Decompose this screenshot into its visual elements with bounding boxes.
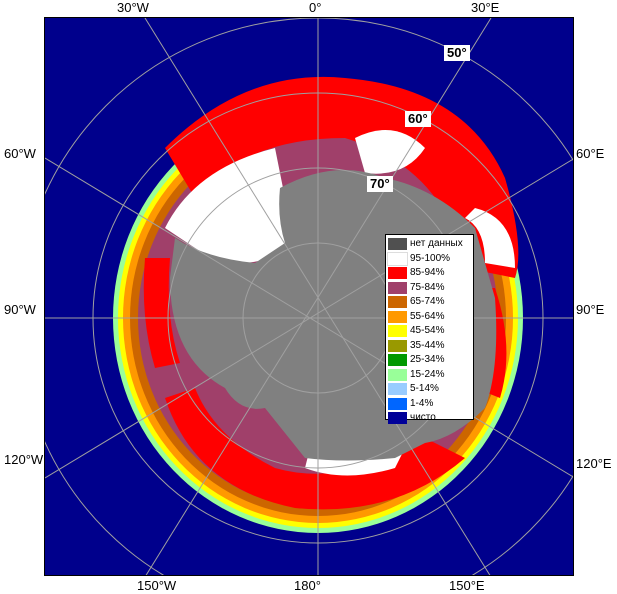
legend-label: нет данных bbox=[410, 238, 463, 250]
legend-label: 5-14% bbox=[410, 383, 439, 395]
lat-label-70: 70° bbox=[367, 176, 393, 192]
lon-label-left-0: 60°W bbox=[4, 146, 36, 161]
lon-label-right-2: 120°E bbox=[576, 456, 612, 471]
legend-swatch bbox=[388, 339, 407, 352]
meridian-30e-150w bbox=[145, 18, 492, 575]
legend-label: 25-34% bbox=[410, 354, 445, 366]
legend-swatch bbox=[388, 267, 407, 280]
lon-label-right-0: 60°E bbox=[576, 146, 605, 161]
legend-row: 15-24% bbox=[388, 368, 471, 383]
ice-band-85-94-west bbox=[143, 258, 180, 368]
legend-swatch bbox=[388, 354, 407, 367]
legend-swatch bbox=[388, 412, 407, 425]
graticule bbox=[45, 18, 573, 575]
legend-swatch bbox=[388, 296, 407, 309]
legend-row: 1-4% bbox=[388, 397, 471, 412]
legend-row: 55-64% bbox=[388, 310, 471, 325]
legend-row: 5-14% bbox=[388, 382, 471, 397]
legend-swatch bbox=[388, 325, 407, 338]
lon-label-top-1: 0° bbox=[309, 0, 322, 15]
legend-swatch bbox=[387, 251, 408, 266]
lat-label-60: 60° bbox=[405, 111, 431, 127]
legend-swatch bbox=[388, 397, 407, 410]
legend-swatch bbox=[388, 281, 407, 294]
lon-label-bottom-2: 150°E bbox=[449, 578, 485, 593]
lon-label-right-1: 90°E bbox=[576, 302, 605, 317]
legend-swatch bbox=[388, 383, 407, 396]
legend-row: 65-74% bbox=[388, 295, 471, 310]
legend-row: 35-44% bbox=[388, 339, 471, 354]
legend-label: 85-94% bbox=[410, 267, 445, 279]
legend-row: 75-84% bbox=[388, 281, 471, 296]
legend-label: 55-64% bbox=[410, 310, 445, 322]
legend-label: 35-44% bbox=[410, 339, 445, 351]
lon-label-top-0: 30°W bbox=[117, 0, 149, 15]
legend-label: 75-84% bbox=[410, 281, 445, 293]
legend-swatch bbox=[388, 310, 407, 323]
ice-band-95-100-north bbox=[355, 130, 425, 174]
ice-band-85-94-south bbox=[165, 388, 465, 510]
legend-label: 15-24% bbox=[410, 368, 445, 380]
legend-row: нет данных bbox=[388, 237, 471, 252]
ice-band-95-100-east bbox=[465, 208, 515, 268]
lat-label-50: 50° bbox=[444, 45, 470, 61]
map-legend: нет данных 95-100% 85-94% 75-84% 65-74% 55-64… bbox=[385, 234, 474, 425]
lon-label-left-2: 120°W bbox=[4, 452, 44, 467]
legend-row: 45-54% bbox=[388, 324, 471, 339]
legend-swatch bbox=[388, 238, 407, 251]
legend-row: 25-34% bbox=[388, 353, 471, 368]
legend-label: чисто bbox=[410, 412, 436, 424]
legend-row: 85-94% bbox=[388, 266, 471, 281]
polar-map-canvas bbox=[45, 18, 573, 575]
lon-label-bottom-1: 180° bbox=[294, 578, 321, 593]
legend-label: 95-100% bbox=[410, 252, 451, 264]
legend-label: 65-74% bbox=[410, 296, 445, 308]
legend-label: 45-54% bbox=[410, 325, 445, 337]
legend-label: 1-4% bbox=[410, 397, 434, 409]
lon-label-top-2: 30°E bbox=[471, 0, 500, 15]
sea-ice-map: нет данных 95-100% 85-94% 75-84% 65-74% 55-64… bbox=[44, 17, 574, 576]
ice-band-95-100-weddell bbox=[165, 148, 295, 263]
legend-swatch bbox=[388, 368, 407, 381]
meridian-60e-120w bbox=[45, 158, 573, 479]
lon-label-bottom-0: 150°W bbox=[137, 578, 177, 593]
legend-row: 95-100% bbox=[387, 251, 471, 267]
legend-row: чисто bbox=[388, 411, 471, 426]
lon-label-left-1: 90°W bbox=[4, 302, 36, 317]
ice-band-85-94-north bbox=[165, 76, 519, 278]
